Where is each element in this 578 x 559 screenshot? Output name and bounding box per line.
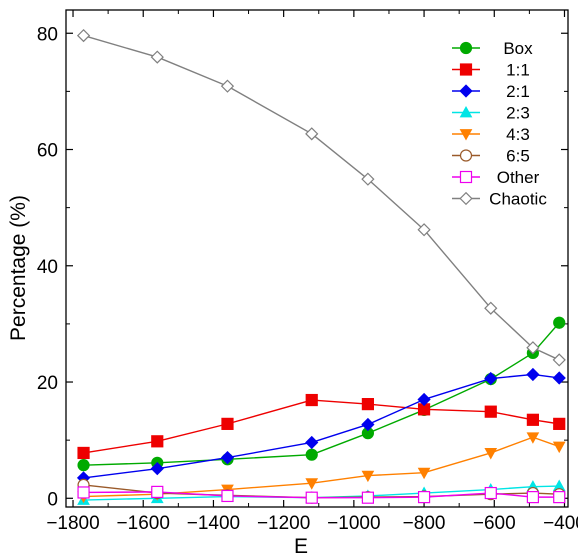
- x-tick-label: −1000: [327, 513, 380, 534]
- y-tick-label: 40: [37, 257, 58, 278]
- data-point: [150, 462, 164, 476]
- series-layer: [76, 28, 566, 505]
- legend-item: Chaotic: [452, 190, 547, 209]
- data-point: [151, 435, 164, 448]
- legend-label: Other: [497, 168, 540, 187]
- data-point: [484, 371, 498, 386]
- y-tick-label: 0: [47, 489, 58, 510]
- data-point: [526, 413, 539, 426]
- legend-label: 4:3: [506, 125, 530, 144]
- x-tick-label: −1400: [187, 513, 240, 534]
- data-point: [526, 367, 540, 382]
- y-tick-label: 80: [37, 24, 58, 45]
- data-point: [484, 486, 497, 500]
- data-point: [361, 470, 375, 483]
- data-point: [361, 417, 375, 432]
- data-point: [305, 435, 319, 450]
- legend-item: 6:5: [452, 147, 530, 166]
- data-point: [220, 450, 235, 465]
- data-point: [553, 417, 566, 430]
- legend-item: Other: [452, 168, 540, 187]
- data-point: [484, 405, 497, 418]
- data-point: [151, 485, 164, 498]
- plot-frame: [65, 9, 569, 508]
- y-axis-title: Percentage (%): [7, 195, 30, 341]
- data-point: [150, 50, 164, 64]
- x-tick-label: −1800: [46, 513, 99, 534]
- data-point: [221, 417, 234, 430]
- legend-marker: [459, 149, 473, 162]
- data-point: [305, 478, 319, 490]
- legend-item: 1:1: [452, 61, 530, 80]
- legend-item: 2:1: [452, 82, 530, 101]
- legend-marker: [459, 170, 473, 184]
- series-2-1: [76, 367, 566, 485]
- data-point: [77, 459, 90, 472]
- data-point: [484, 301, 498, 315]
- series-1-1: [77, 393, 566, 460]
- legend-label: 6:5: [506, 147, 530, 166]
- legend-marker: [459, 63, 473, 76]
- data-point: [417, 491, 431, 504]
- data-point: [221, 489, 234, 503]
- data-point: [305, 491, 318, 504]
- x-tick-label: −800: [403, 513, 446, 534]
- y-tick-label: 60: [37, 141, 58, 162]
- series-other: [77, 485, 566, 504]
- data-point: [553, 316, 566, 329]
- data-point: [361, 491, 375, 504]
- axis-ticks: −1800 −1600 −1400 −1200 −1000 −800 −600 −400 0 20…: [37, 10, 578, 534]
- data-point: [552, 371, 566, 385]
- data-point: [76, 28, 91, 43]
- series-box: [77, 316, 566, 472]
- data-point: [552, 353, 566, 367]
- data-point: [552, 441, 566, 454]
- legend-marker: [459, 41, 473, 55]
- legend-marker: [459, 105, 473, 118]
- x-axis-title: E: [294, 535, 308, 558]
- plot-border: [65, 9, 569, 508]
- data-point: [526, 341, 540, 355]
- legend-label: 2:3: [506, 104, 530, 123]
- data-point: [361, 172, 375, 186]
- legend-item: 4:3: [452, 125, 530, 144]
- x-tick-label: −400: [543, 513, 578, 534]
- x-tick-label: −1200: [257, 513, 310, 534]
- data-point: [553, 491, 566, 504]
- legend-label: 1:1: [506, 61, 530, 80]
- legend-label: Box: [503, 39, 533, 58]
- x-tick-label: −1600: [117, 513, 170, 534]
- data-point: [417, 392, 431, 407]
- x-tick-label: −600: [473, 513, 516, 534]
- data-point: [305, 448, 318, 461]
- data-point: [77, 486, 90, 499]
- data-point: [526, 432, 540, 444]
- legend-marker: [459, 191, 473, 206]
- series-chaotic: [76, 28, 566, 367]
- data-point: [526, 491, 539, 504]
- legend-marker: [459, 84, 473, 98]
- legend: Box 1:1 2:1 2:3 4:3 6:5 Other Chaotic: [452, 39, 547, 209]
- data-point: [484, 448, 498, 460]
- legend-label: Chaotic: [489, 190, 547, 209]
- data-point: [220, 79, 235, 93]
- data-point: [305, 127, 319, 141]
- y-tick-label: 20: [37, 373, 58, 394]
- data-point: [305, 393, 318, 407]
- legend-item: 2:3: [452, 104, 530, 123]
- legend-marker: [459, 129, 473, 141]
- data-point: [417, 223, 431, 237]
- data-point: [417, 467, 431, 480]
- data-point: [361, 398, 375, 411]
- legend-label: 2:1: [506, 82, 530, 101]
- legend-item: Box: [452, 39, 533, 58]
- data-point: [77, 446, 90, 460]
